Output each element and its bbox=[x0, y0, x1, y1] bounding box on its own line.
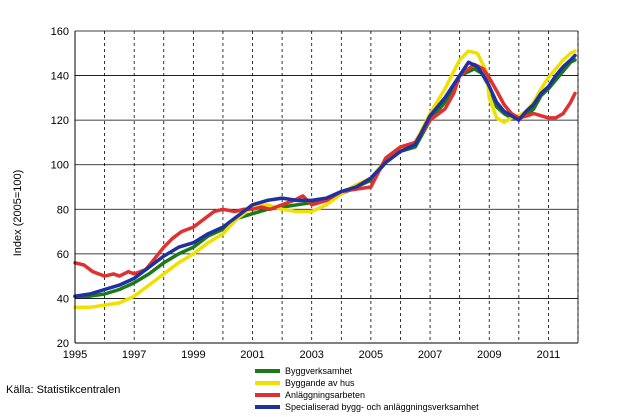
legend: Byggverksamhet Byggande av hus Anläggnings… bbox=[255, 366, 479, 412]
y-tick-label: 20 bbox=[57, 338, 69, 350]
x-tick-label: 2007 bbox=[418, 349, 442, 361]
x-tick-label: 2003 bbox=[299, 349, 323, 361]
y-tick-label: 140 bbox=[51, 71, 69, 83]
x-tick-label: 1999 bbox=[181, 349, 205, 361]
x-tick-label: 2005 bbox=[359, 349, 383, 361]
y-tick-label: 160 bbox=[51, 26, 69, 38]
x-tick-label: 1995 bbox=[63, 349, 87, 361]
source-note: Källa: Statistikcentralen bbox=[6, 384, 120, 396]
y-tick-labels: 20 40 60 80 100 120 140 160 bbox=[51, 26, 69, 350]
series-lines bbox=[73, 49, 577, 310]
series-line-4 bbox=[73, 53, 577, 298]
y-tick-label: 80 bbox=[57, 204, 69, 216]
y-tick-label: 40 bbox=[57, 293, 69, 305]
legend-label-1: Byggverksamhet bbox=[285, 366, 353, 376]
axes bbox=[74, 31, 579, 344]
x-tick-label: 2001 bbox=[240, 349, 264, 361]
y-axis-label: Index (2005=100) bbox=[12, 170, 24, 257]
y-tick-label: 120 bbox=[51, 115, 69, 127]
x-tick-labels: 1995 1997 1999 2001 2003 2005 2007 2009 2011 bbox=[63, 349, 560, 361]
series-line-3 bbox=[73, 62, 577, 278]
series-line-2 bbox=[73, 49, 577, 310]
x-tick-label: 2009 bbox=[477, 349, 501, 361]
legend-label-4: Specialiserad bygg- och anläggningsverks… bbox=[285, 402, 479, 412]
legend-label-3: Anläggningsarbeten bbox=[285, 390, 365, 400]
y-tick-label: 100 bbox=[51, 160, 69, 172]
x-tick-label: 1997 bbox=[122, 349, 146, 361]
legend-label-2: Byggande av hus bbox=[285, 378, 355, 388]
y-tick-label: 60 bbox=[57, 249, 69, 261]
x-tick-label: 2011 bbox=[537, 349, 561, 361]
grid bbox=[75, 30, 579, 343]
